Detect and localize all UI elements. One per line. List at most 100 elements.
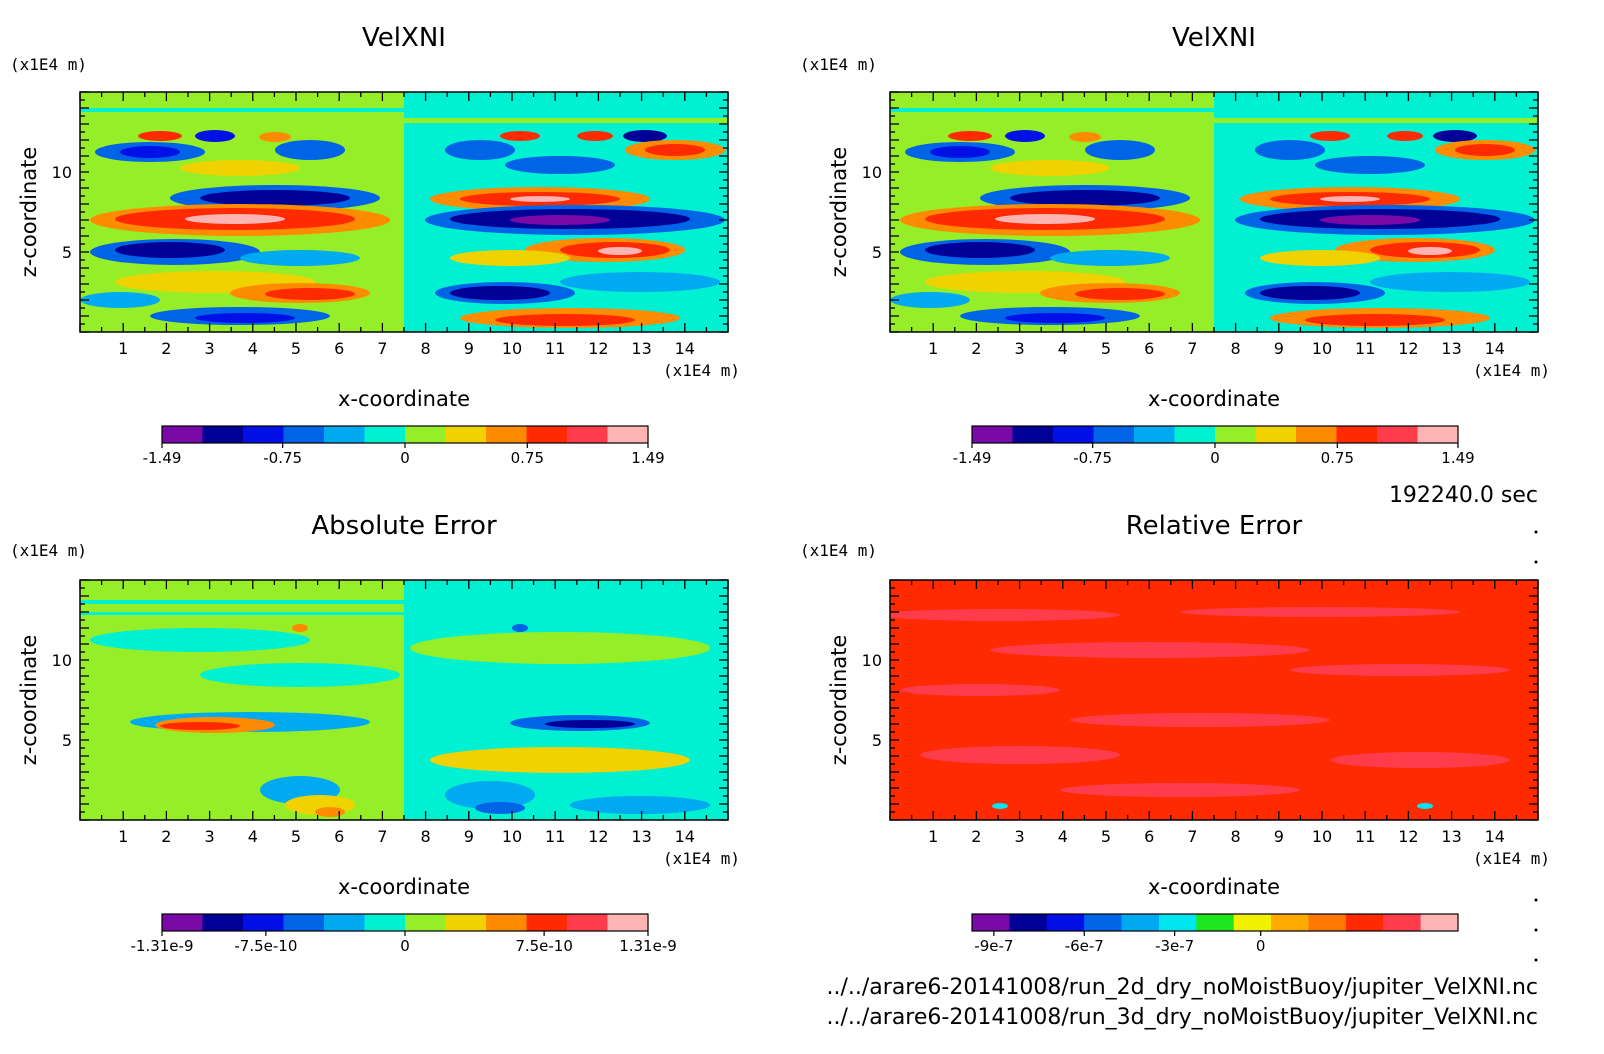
colorbar-label: -1.31e-9 xyxy=(131,937,194,955)
colorbar-label: -1.49 xyxy=(953,449,992,467)
panel-title: VelXNI xyxy=(362,23,446,53)
panel-velxni-left: VelXNI (x1E4 m) xyxy=(10,23,740,467)
heatmap-field xyxy=(80,92,728,332)
time-label: 192240.0 sec xyxy=(1389,483,1538,508)
colorbar-swatch xyxy=(1377,426,1418,443)
panel-absolute-error: Absolute Error (x1E4 m) xyxy=(10,511,740,955)
x-tick-label: 3 xyxy=(205,827,215,846)
x-unit-label: (x1E4 m) xyxy=(1473,361,1550,380)
z-tick-label: 10 xyxy=(862,651,882,670)
x-tick-label: 9 xyxy=(464,827,474,846)
x-tick-label: 13 xyxy=(631,339,651,358)
margin-dots xyxy=(1534,530,1538,962)
colorbar-swatch xyxy=(1009,914,1048,931)
colorbar-swatch xyxy=(1345,914,1384,931)
colorbar-swatch xyxy=(1417,426,1459,443)
z-tick-label: 5 xyxy=(872,243,882,262)
x-tick-label: 2 xyxy=(161,339,171,358)
colorbar-label: -0.75 xyxy=(263,449,302,467)
x-tick-label: 11 xyxy=(545,827,565,846)
x-tick-label: 12 xyxy=(588,339,608,358)
colorbar-swatch xyxy=(405,914,446,931)
colorbar-swatch xyxy=(405,426,446,443)
z-tick-label: 10 xyxy=(862,163,882,182)
colorbar-swatch xyxy=(526,914,568,931)
x-tick-label: 7 xyxy=(1187,339,1197,358)
x-tick-label: 9 xyxy=(464,339,474,358)
x-tick-label: 10 xyxy=(502,827,522,846)
panel-relative-error: Relative Error (x1E4 m) 1 2 3 4 5 6 7 8 9 10 11 12 1… xyxy=(800,511,1550,955)
colorbar-swatch xyxy=(567,914,608,931)
colorbar-swatch xyxy=(445,914,487,931)
x-tick-label: 13 xyxy=(1441,339,1461,358)
x-tick-label: 14 xyxy=(1485,339,1505,358)
colorbar: -9e-7 -6e-7 -3e-7 0 xyxy=(971,913,1459,955)
colorbar-label: -1.49 xyxy=(143,449,182,467)
colorbar-swatch xyxy=(1271,914,1309,931)
colorbar-swatch xyxy=(445,426,487,443)
panel-title: VelXNI xyxy=(1172,23,1256,53)
colorbar-frame xyxy=(971,913,1459,932)
x-tick-label: 10 xyxy=(502,339,522,358)
colorbar-swatch xyxy=(1121,914,1160,931)
colorbar-label: -3e-7 xyxy=(1155,937,1194,955)
colorbar-swatch xyxy=(364,426,406,443)
z-tick-label: 5 xyxy=(872,731,882,750)
z-unit-label: (x1E4 m) xyxy=(800,541,877,560)
x-tick-label: 11 xyxy=(1355,339,1375,358)
colorbar-swatch xyxy=(1093,426,1135,443)
colorbar-swatch xyxy=(972,426,1013,443)
x-tick-label: 8 xyxy=(421,339,431,358)
colorbar-swatch xyxy=(1383,914,1422,931)
x-tick-label: 3 xyxy=(1015,827,1025,846)
x-tick-label: 3 xyxy=(205,339,215,358)
colorbar-label: 0.75 xyxy=(511,449,544,467)
colorbar: -1.31e-9 -7.5e-10 0 7.5e-10 1.31e-9 xyxy=(131,913,677,955)
colorbar-swatch xyxy=(1215,426,1256,443)
x-tick-label: 5 xyxy=(1101,827,1111,846)
colorbar-label: -9e-7 xyxy=(974,937,1013,955)
colorbar-swatch xyxy=(162,426,203,443)
colorbar-swatch xyxy=(1174,426,1216,443)
z-axis-label: z-coordinate xyxy=(17,635,41,766)
colorbar: -1.49 -0.75 0 0.75 1.49 xyxy=(143,425,665,467)
colorbar-swatch xyxy=(243,426,284,443)
z-axis-label: z-coordinate xyxy=(827,635,851,766)
z-tick-label: 5 xyxy=(62,731,72,750)
x-tick-label: 4 xyxy=(1058,827,1068,846)
x-tick-label: 4 xyxy=(248,827,258,846)
x-tick-label: 11 xyxy=(1355,827,1375,846)
z-axis-label: z-coordinate xyxy=(17,147,41,278)
colorbar-label: -7.5e-10 xyxy=(234,937,297,955)
colorbar-label: -6e-7 xyxy=(1065,937,1104,955)
colorbar-swatch xyxy=(486,914,527,931)
z-tick-label: 10 xyxy=(52,651,72,670)
colorbar-swatch xyxy=(1046,914,1085,931)
colorbar-label: 0 xyxy=(400,449,410,467)
colorbar-swatch xyxy=(972,914,1010,931)
colorbar-label: 1.49 xyxy=(1441,449,1474,467)
colorbar-swatch xyxy=(162,914,203,931)
x-axis-label: x-coordinate xyxy=(338,875,470,899)
x-tick-label: 14 xyxy=(1485,827,1505,846)
x-tick-label: 8 xyxy=(421,827,431,846)
x-axis-label: x-coordinate xyxy=(1148,387,1280,411)
colorbar-label: 1.31e-9 xyxy=(619,937,677,955)
x-tick-label: 1 xyxy=(928,339,938,358)
colorbar-label: 0 xyxy=(400,937,410,955)
file-path-2d: ../../arare6-20141008/run_2d_dry_noMoist… xyxy=(827,975,1539,1000)
x-tick-label: 11 xyxy=(545,339,565,358)
x-tick-label: 5 xyxy=(291,827,301,846)
x-tick-label: 10 xyxy=(1312,339,1332,358)
colorbar-swatch xyxy=(283,914,325,931)
z-tick-label: 5 xyxy=(62,243,72,262)
x-tick-label: 6 xyxy=(1144,339,1154,358)
x-tick-label: 1 xyxy=(118,827,128,846)
z-tick-label: 10 xyxy=(52,163,72,182)
colorbar-swatch xyxy=(1255,426,1297,443)
x-tick-label: 13 xyxy=(1441,827,1461,846)
colorbar-label: 7.5e-10 xyxy=(515,937,573,955)
x-tick-label: 4 xyxy=(248,339,258,358)
colorbar-swatch xyxy=(526,426,568,443)
